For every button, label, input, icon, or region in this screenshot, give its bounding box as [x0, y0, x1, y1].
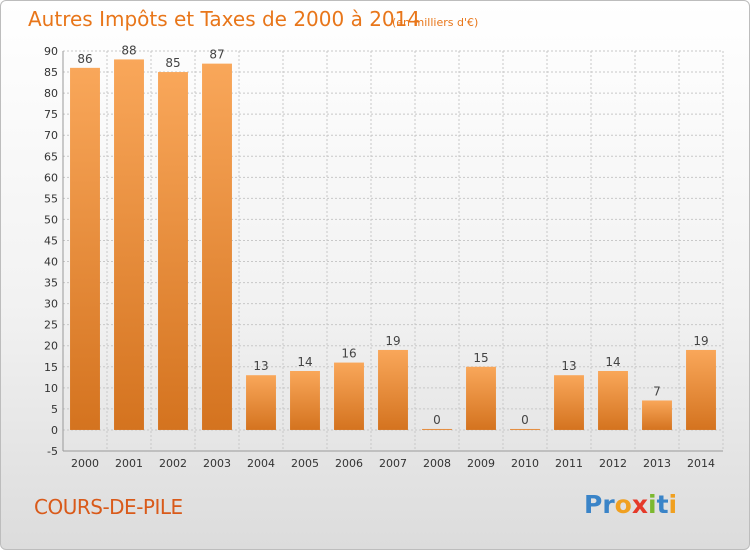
x-tick-label: 2001 — [115, 457, 143, 470]
logo-part: x — [631, 490, 648, 519]
y-tick-label: 5 — [51, 403, 58, 416]
proxiti-logo[interactable]: Proxiti — [584, 490, 677, 519]
bar[interactable] — [202, 63, 232, 430]
x-tick-label: 2012 — [599, 457, 627, 470]
y-tick-label: 65 — [44, 150, 58, 163]
bar[interactable] — [510, 428, 540, 430]
data-label: 14 — [605, 355, 620, 369]
data-label: 7 — [653, 384, 661, 398]
data-label: 0 — [433, 413, 441, 427]
x-tick-label: 2002 — [159, 457, 187, 470]
bar[interactable] — [246, 375, 276, 430]
y-tick-label: 35 — [44, 277, 58, 290]
data-label: 88 — [121, 43, 136, 57]
logo-part: Pr — [584, 490, 615, 519]
data-label: 14 — [297, 355, 312, 369]
y-tick-label: 85 — [44, 66, 58, 79]
data-label: 16 — [341, 347, 356, 361]
logo-part: i — [647, 490, 657, 519]
data-label: 19 — [693, 334, 708, 348]
y-tick-label: 90 — [44, 45, 58, 58]
x-tick-label: 2007 — [379, 457, 407, 470]
x-tick-label: 2014 — [687, 457, 715, 470]
y-tick-label: 60 — [44, 171, 58, 184]
x-tick-label: 2005 — [291, 457, 319, 470]
logo-part: i — [668, 490, 678, 519]
x-tick-label: 2009 — [467, 457, 495, 470]
data-label: 87 — [209, 48, 224, 62]
x-tick-label: 2000 — [71, 457, 99, 470]
bar[interactable] — [598, 371, 628, 430]
data-label: 0 — [521, 413, 529, 427]
data-label: 13 — [561, 359, 576, 373]
chart-subtitle: (en milliers d'€) — [392, 16, 479, 29]
axes: -505101520253035404550556065707580859020… — [44, 45, 723, 470]
y-tick-label: 40 — [44, 256, 58, 269]
x-tick-label: 2008 — [423, 457, 451, 470]
x-tick-label: 2004 — [247, 457, 275, 470]
labels: 86 88 85 87 13 14 16 19 0 15 0 13 14 7 19 — [77, 43, 708, 427]
y-tick-label: 45 — [44, 234, 58, 247]
y-tick-label: 55 — [44, 192, 58, 205]
commune-name: COURS-DE-PILE — [34, 495, 183, 519]
bar[interactable] — [334, 362, 364, 430]
bar[interactable] — [554, 375, 584, 430]
data-label: 13 — [253, 359, 268, 373]
y-tick-label: 15 — [44, 361, 58, 374]
bars — [70, 59, 716, 430]
y-tick-label: 75 — [44, 108, 58, 121]
x-tick-label: 2011 — [555, 457, 583, 470]
chart-title: Autres Impôts et Taxes de 2000 à 2014 — [28, 7, 421, 31]
logo-part: o — [614, 490, 632, 519]
x-tick-label: 2010 — [511, 457, 539, 470]
bar[interactable] — [642, 400, 672, 430]
bar[interactable] — [114, 59, 144, 430]
y-tick-label: 50 — [44, 213, 58, 226]
data-label: 15 — [473, 351, 488, 365]
bar[interactable] — [158, 72, 188, 430]
data-label: 19 — [385, 334, 400, 348]
x-tick-label: 2003 — [203, 457, 231, 470]
data-label: 86 — [77, 52, 92, 66]
y-tick-label: 0 — [51, 424, 58, 437]
y-tick-label: 30 — [44, 298, 58, 311]
bar[interactable] — [686, 349, 716, 430]
x-tick-label: 2006 — [335, 457, 363, 470]
y-tick-label: -5 — [47, 445, 58, 458]
bar[interactable] — [466, 366, 496, 430]
logo-part: t — [656, 490, 669, 519]
x-tick-label: 2013 — [643, 457, 671, 470]
bar[interactable] — [422, 428, 452, 430]
y-tick-label: 20 — [44, 340, 58, 353]
y-tick-label: 80 — [44, 87, 58, 100]
bar[interactable] — [70, 67, 100, 430]
y-tick-label: 10 — [44, 382, 58, 395]
data-label: 85 — [165, 56, 180, 70]
bar[interactable] — [378, 349, 408, 430]
y-tick-label: 25 — [44, 319, 58, 332]
y-tick-label: 70 — [44, 129, 58, 142]
bar[interactable] — [290, 371, 320, 430]
